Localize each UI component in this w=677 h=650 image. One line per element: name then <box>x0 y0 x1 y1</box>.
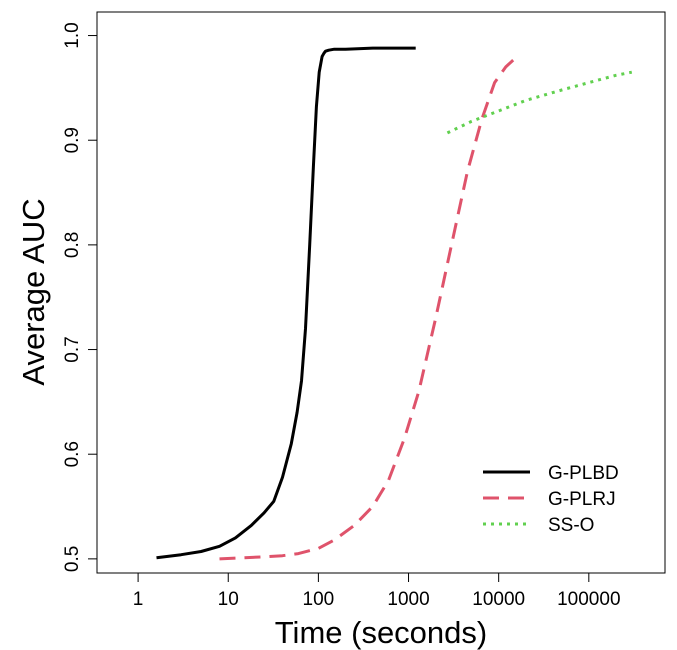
series-line-ss-o <box>446 70 633 135</box>
y-axis-title: Average AUC <box>16 198 51 385</box>
legend: G-PLBD G-PLRJ SS-O <box>483 463 619 536</box>
y-tick-label: 0.7 <box>62 336 83 362</box>
y-tick-label: 0.9 <box>62 127 83 153</box>
y-tick-label: 0.5 <box>62 546 83 572</box>
y-tick-label: 0.8 <box>62 232 83 258</box>
x-axis-title: Time (seconds) <box>275 615 487 650</box>
x-tick-label: 1 <box>133 589 144 610</box>
series-layer <box>156 46 633 561</box>
legend-label: G-PLRJ <box>548 489 616 510</box>
y-tick-label: 0.6 <box>62 441 83 467</box>
y-axis: 0.5 0.6 0.7 0.8 0.9 1.0 <box>62 22 98 572</box>
x-tick-label: 100 <box>303 589 335 610</box>
legend-label: SS-O <box>548 515 594 536</box>
x-tick-label: 10 <box>218 589 239 610</box>
x-tick-label: 100000 <box>557 589 620 610</box>
x-axis: 1 10 100 1000 10000 100000 <box>121 572 621 610</box>
x-tick-label: 10000 <box>472 589 525 610</box>
y-tick-label: 1.0 <box>62 22 83 48</box>
legend-label: G-PLBD <box>548 463 619 484</box>
series-line-g-plbd <box>156 46 416 560</box>
series-line-g-plrj <box>219 55 519 561</box>
x-tick-label: 1000 <box>387 589 429 610</box>
